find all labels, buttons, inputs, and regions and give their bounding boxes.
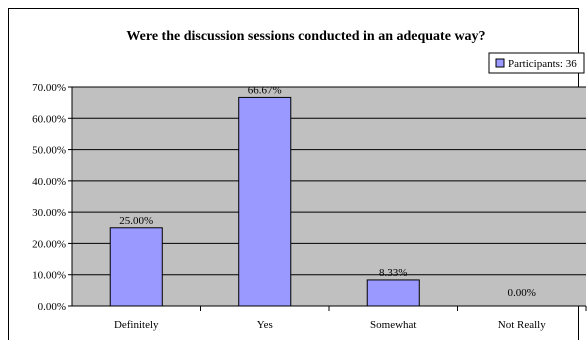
chart-title: Were the discussion sessions conducted i… — [126, 29, 485, 44]
bar — [238, 96, 292, 307]
y-tick-label: 30.00% — [32, 207, 66, 219]
y-tick-label: 10.00% — [32, 270, 66, 282]
data-label: 66.67% — [248, 84, 282, 96]
legend: Participants: 36 — [488, 52, 585, 74]
legend-label: Participants: 36 — [508, 58, 577, 70]
legend-swatch — [495, 58, 505, 68]
bar — [109, 227, 163, 307]
x-tick-label: Definitely — [114, 319, 159, 331]
y-tick-label: 70.00% — [32, 82, 66, 94]
data-label: 25.00% — [119, 215, 153, 227]
data-label: 8.33% — [379, 267, 407, 279]
x-tick-label: Somewhat — [370, 319, 416, 331]
bar — [366, 279, 420, 307]
data-label: 0.00% — [508, 287, 536, 299]
y-tick-label: 60.00% — [32, 113, 66, 125]
y-tick-label: 50.00% — [32, 145, 66, 157]
x-tick-label: Yes — [257, 319, 273, 331]
y-tick-label: 20.00% — [32, 238, 66, 250]
x-tick-label: Not Really — [498, 319, 546, 331]
y-tick-label: 40.00% — [32, 176, 66, 188]
y-tick-label: 0.00% — [38, 301, 66, 313]
